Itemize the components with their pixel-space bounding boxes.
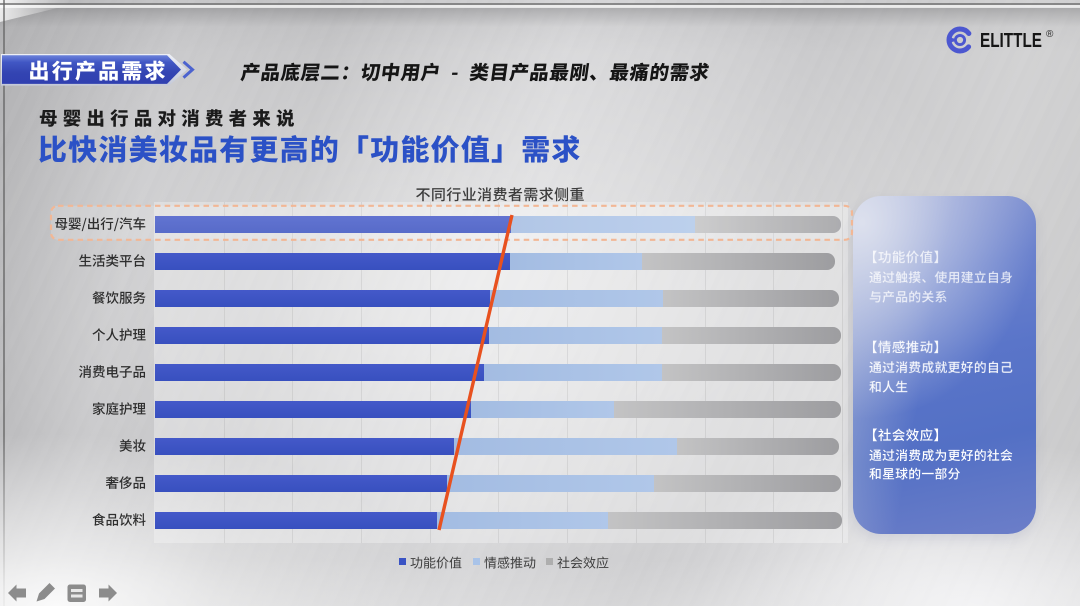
svg-text:®: ®: [1046, 29, 1054, 40]
svg-text:ELITTLE: ELITTLE: [980, 29, 1042, 52]
